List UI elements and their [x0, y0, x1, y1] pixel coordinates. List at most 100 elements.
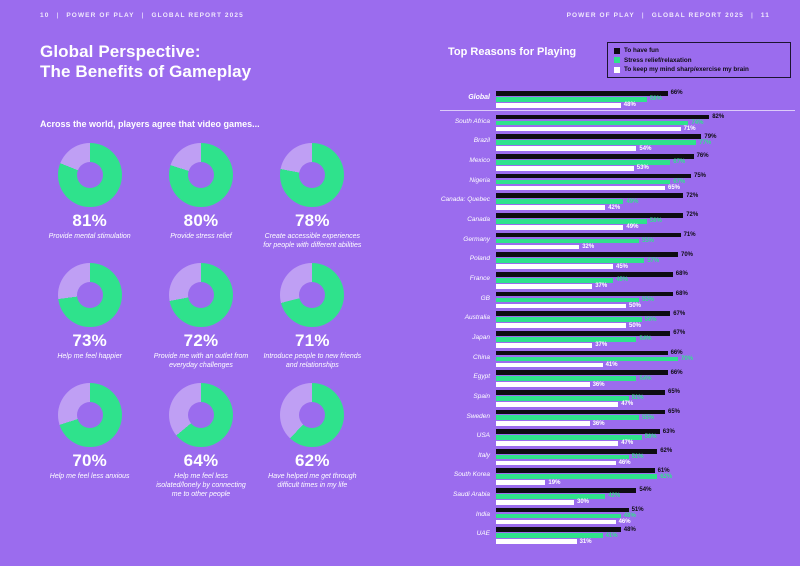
bar-stress-relief-relaxation	[496, 494, 606, 499]
bar-stress-relief-relaxation	[496, 395, 629, 401]
bar-line: 49%	[496, 198, 698, 205]
bar-stress-relief-relaxation	[496, 140, 697, 145]
bar-line: 70%	[496, 356, 693, 362]
bar-to-have-fun	[496, 291, 673, 297]
bar-value: 67%	[673, 330, 686, 337]
bar-value: 48%	[623, 526, 636, 533]
chart-legend: To have fun Stress relief/relaxation To …	[607, 42, 791, 78]
chart-row: Japan 67% 54% 37%	[440, 330, 795, 348]
bar-stress-relief-relaxation	[496, 96, 647, 102]
bar-line: 55%	[496, 238, 696, 244]
row-bars: 67% 54% 37%	[496, 330, 685, 348]
bar-value: 66%	[670, 369, 683, 376]
benefit-label: Help me feel less isolated/lonely by con…	[156, 473, 246, 499]
page-number-left: 10	[40, 12, 50, 19]
bar-line: 65%	[496, 389, 680, 395]
bar-line: 50%	[496, 303, 688, 309]
row-bars: 54% 42% 30%	[496, 487, 651, 505]
bar-value: 68%	[675, 271, 688, 278]
bar-stress-relief-relaxation	[496, 356, 678, 362]
legend-swatch-icon	[614, 47, 620, 54]
bar-value: 58%	[649, 96, 662, 103]
bar-to-keep-my-mind-sharp-exercise-my-brain	[496, 480, 546, 486]
bar-value: 46%	[618, 460, 631, 467]
bar-value: 61%	[657, 467, 670, 474]
bar-line: 51%	[496, 395, 680, 401]
bar-line: 56%	[496, 434, 675, 440]
country-label: Canada	[467, 215, 490, 223]
bar-line: 47%	[496, 401, 680, 407]
bar-value: 49%	[626, 198, 639, 205]
bar-stress-relief-relaxation	[496, 258, 645, 263]
bar-value: 72%	[686, 212, 699, 219]
page-number-right: 11	[760, 12, 770, 19]
bar-to-have-fun	[496, 350, 668, 356]
benefit-stat: 70% Help me feel less anxious	[40, 383, 139, 503]
bar-stress-relief-relaxation	[496, 336, 637, 342]
bar-stress-relief-relaxation	[496, 533, 603, 539]
bar-to-have-fun	[496, 507, 629, 513]
header-divider: |	[141, 12, 145, 19]
bar-to-have-fun	[496, 114, 710, 120]
bar-value: 19%	[548, 479, 561, 486]
bar-stress-relief-relaxation	[496, 277, 613, 283]
header-left: 10 | POWER OF PLAY | GLOBAL REPORT 2025	[40, 12, 244, 19]
bar-value: 51%	[631, 507, 644, 514]
bar-line: 41%	[496, 533, 636, 539]
bar-to-keep-my-mind-sharp-exercise-my-brain	[496, 342, 593, 348]
benefit-percentage: 62%	[295, 451, 330, 470]
legend-label: To have fun	[624, 47, 659, 54]
country-label: France	[469, 274, 490, 282]
bar-stress-relief-relaxation	[496, 435, 642, 440]
benefit-percentage: 64%	[183, 451, 219, 470]
chart-row: Nigeria 75% 67% 65%	[440, 173, 795, 191]
bar-line: 54%	[496, 375, 683, 382]
benefit-grid: 81% Provide mental stimulation 80% Provi…	[40, 143, 362, 503]
bar-to-have-fun	[496, 134, 702, 139]
bar-value: 63%	[662, 428, 675, 435]
chart-row: Poland 70% 57% 45%	[440, 251, 795, 270]
bar-line: 67%	[496, 159, 709, 165]
country-label: Saudi Arabia	[453, 491, 490, 499]
bar-line: 68%	[496, 291, 688, 297]
row-bars: 76% 67% 53%	[496, 153, 709, 171]
bar-value: 65%	[668, 408, 681, 415]
bar-value: 71%	[683, 231, 696, 238]
bar-value: 37%	[595, 283, 608, 290]
bar-to-have-fun	[496, 468, 655, 474]
global-divider	[440, 109, 795, 111]
bar-stress-relief-relaxation	[496, 376, 637, 381]
chart-row: Brazil 79% 77% 54%	[440, 133, 795, 152]
country-label: USA	[476, 432, 490, 440]
legend-swatch-icon	[614, 57, 620, 63]
legend-item: To have fun	[614, 47, 784, 54]
bar-to-have-fun	[496, 448, 658, 454]
donut-chart	[57, 383, 122, 447]
row-bars: 51% 48% 46%	[496, 507, 644, 525]
bar-value: 45%	[616, 263, 629, 270]
row-bars: 68% 45% 37%	[496, 271, 688, 289]
bar-value: 30%	[577, 499, 590, 506]
bar-value: 75%	[694, 172, 707, 179]
bar-line: 41%	[496, 362, 693, 368]
bar-to-keep-my-mind-sharp-exercise-my-brain	[496, 146, 637, 151]
bar-line: 42%	[496, 493, 651, 499]
bar-value: 50%	[629, 322, 642, 329]
benefit-label: Provide mental stimulation	[48, 233, 131, 240]
bar-line: 75%	[496, 172, 707, 179]
bar-to-keep-my-mind-sharp-exercise-my-brain	[496, 205, 606, 210]
benefit-label: Have helped me get through difficult tim…	[268, 473, 357, 490]
row-bars: 48% 41% 31%	[496, 526, 636, 545]
bar-line: 66%	[496, 369, 683, 376]
bar-value: 54%	[639, 375, 652, 382]
row-bars: 62% 51% 46%	[496, 448, 672, 466]
bar-value: 67%	[673, 178, 686, 185]
row-bars: 66% 58% 48%	[496, 90, 683, 108]
bar-value: 71%	[683, 125, 696, 132]
bar-line: 62%	[496, 474, 672, 480]
header-divider: |	[56, 12, 60, 19]
donut-chart	[57, 143, 122, 207]
bar-to-keep-my-mind-sharp-exercise-my-brain	[496, 323, 626, 328]
bar-stress-relief-relaxation	[496, 454, 629, 460]
report-name: GLOBAL REPORT 2025	[151, 12, 244, 19]
